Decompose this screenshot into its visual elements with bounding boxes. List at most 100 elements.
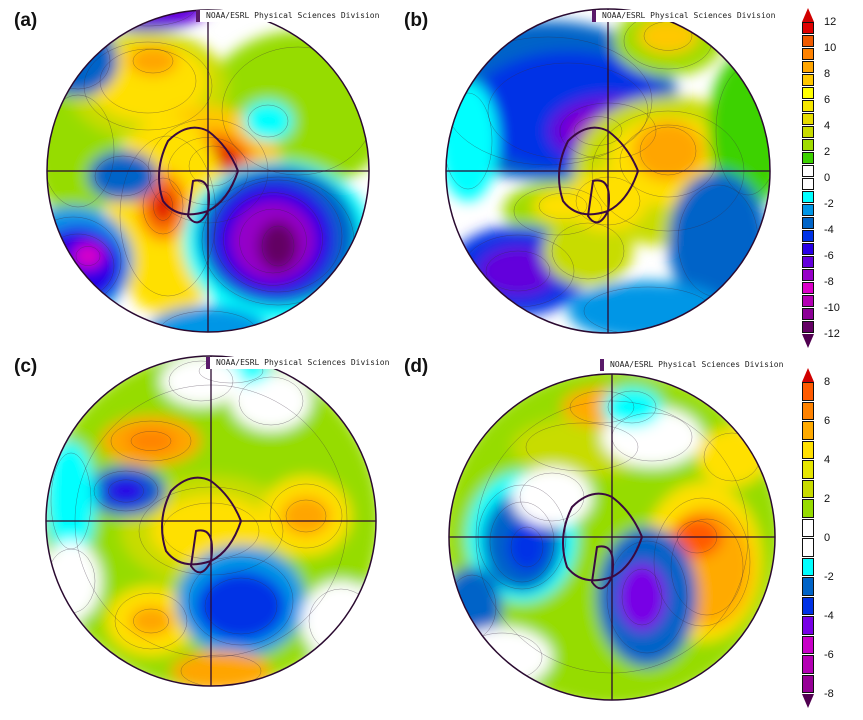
anomaly-region bbox=[196, 571, 286, 641]
colorbar-swatch bbox=[802, 616, 814, 635]
anomaly-region bbox=[151, 188, 175, 224]
anomaly-region bbox=[638, 18, 698, 54]
colorbar-arrow-min bbox=[802, 334, 814, 348]
contour-line bbox=[204, 577, 278, 635]
anomaly-region bbox=[73, 244, 103, 268]
contour-line bbox=[142, 177, 184, 235]
contour-line bbox=[132, 48, 174, 74]
colorbar-swatch bbox=[802, 87, 814, 99]
contour-line bbox=[168, 360, 234, 402]
colorbar-tick-label: 0 bbox=[824, 532, 831, 544]
contour-line bbox=[485, 250, 551, 292]
colorbar-tick-label: -2 bbox=[824, 571, 834, 583]
colorbar-tick-label: -2 bbox=[824, 198, 834, 210]
colorbar-tick-label: -8 bbox=[824, 276, 834, 288]
colorbar-swatch bbox=[802, 282, 814, 294]
anomaly-region bbox=[478, 246, 558, 296]
colorbar-swatch bbox=[802, 165, 814, 177]
anomaly-region bbox=[126, 429, 176, 453]
contour-line bbox=[269, 483, 343, 549]
contour-line bbox=[133, 608, 169, 634]
credit-text-d: NOAA/ESRL Physical Sciences Division bbox=[600, 359, 785, 371]
colorbar-swatch bbox=[802, 479, 814, 498]
colorbar-swatch bbox=[802, 655, 814, 674]
contour-line bbox=[94, 155, 152, 197]
colorbar-swatch bbox=[802, 596, 814, 615]
contour-line bbox=[487, 62, 649, 160]
anomaly-region bbox=[281, 496, 331, 536]
colorbar-swatch bbox=[802, 499, 814, 518]
colorbar-swatch bbox=[802, 61, 814, 73]
contour-line bbox=[99, 10, 197, 27]
colorbar-swatch bbox=[802, 126, 814, 138]
credit-text-c: NOAA/ESRL Physical Sciences Division bbox=[206, 357, 389, 369]
contour-line bbox=[221, 46, 369, 176]
colorbar-tick-label: 2 bbox=[824, 493, 831, 505]
colorbar-tick-label: -6 bbox=[824, 250, 834, 262]
colorbar-swatch bbox=[802, 635, 814, 654]
colorbar-tick-label: -6 bbox=[824, 649, 834, 661]
contour-line bbox=[670, 518, 744, 616]
credit-text-b: NOAA/ESRL Physical Sciences Division bbox=[592, 10, 780, 22]
contour-line bbox=[188, 556, 294, 646]
contour-line bbox=[621, 568, 663, 626]
polar-map-c bbox=[45, 355, 377, 687]
colorbar-swatch bbox=[802, 35, 814, 47]
contour-line bbox=[538, 192, 588, 220]
colorbar-swatch bbox=[802, 674, 814, 693]
colorbar-tick-label: 4 bbox=[824, 454, 831, 466]
anomaly-region bbox=[543, 216, 633, 286]
colorbar-swatch bbox=[802, 557, 814, 576]
contour-line bbox=[83, 41, 213, 131]
anomaly-region bbox=[88, 151, 158, 201]
contour-line bbox=[446, 36, 653, 166]
colorbar-arrow-max bbox=[802, 368, 814, 382]
coastline bbox=[562, 492, 644, 590]
colorbar-tick-label: 4 bbox=[824, 120, 831, 132]
anomaly-region bbox=[301, 581, 376, 661]
contour-line bbox=[569, 390, 635, 424]
contour-line bbox=[47, 94, 115, 208]
colorbar-swatch bbox=[802, 100, 814, 112]
contour-line bbox=[525, 422, 639, 472]
contour-line bbox=[110, 420, 192, 462]
colorbar-swatch bbox=[802, 460, 814, 479]
colorbar-swatch bbox=[802, 74, 814, 86]
colorbar-swatch bbox=[802, 113, 814, 125]
contour-line bbox=[653, 497, 751, 627]
colorbar-tick-label: 8 bbox=[824, 376, 831, 388]
contour-line bbox=[573, 116, 623, 146]
colorbar-swatch bbox=[802, 48, 814, 60]
colorbar-swatch bbox=[802, 204, 814, 216]
colorbar-swatch bbox=[802, 401, 814, 420]
colorbar-swatch bbox=[802, 152, 814, 164]
colorbar-swatch bbox=[802, 295, 814, 307]
colorbar-tick-label: 6 bbox=[824, 415, 831, 427]
colorbar-tick-label: -8 bbox=[824, 688, 834, 700]
anomaly-region bbox=[507, 522, 547, 572]
contour-line bbox=[510, 526, 544, 568]
colorbar-arrow-min bbox=[802, 694, 814, 708]
colorbar-swatch bbox=[802, 577, 814, 596]
map-boundary bbox=[448, 373, 776, 701]
colorbar-swatch bbox=[802, 518, 814, 537]
contour-line bbox=[446, 92, 493, 190]
contour-line bbox=[119, 135, 217, 297]
polar-map-a bbox=[46, 9, 370, 333]
colorbar-swatch bbox=[802, 440, 814, 459]
colorbar-tick-label: 8 bbox=[824, 68, 831, 80]
contour-line bbox=[188, 145, 238, 187]
contour-line bbox=[108, 479, 144, 503]
contour-line bbox=[99, 48, 197, 114]
anomaly-region bbox=[617, 562, 667, 632]
anomaly-region bbox=[243, 101, 293, 141]
contour-line bbox=[261, 225, 295, 267]
anomaly-region bbox=[231, 371, 311, 431]
colorbar-swatch bbox=[802, 269, 814, 281]
colorbar-tick-label: -12 bbox=[824, 328, 840, 340]
colorbar-swatch bbox=[802, 230, 814, 242]
colorbar-tick-label: 0 bbox=[824, 172, 831, 184]
colorbar-tick-label: -10 bbox=[824, 302, 840, 314]
colorbar-swatch bbox=[802, 321, 814, 333]
colorbar-swatch bbox=[802, 178, 814, 190]
